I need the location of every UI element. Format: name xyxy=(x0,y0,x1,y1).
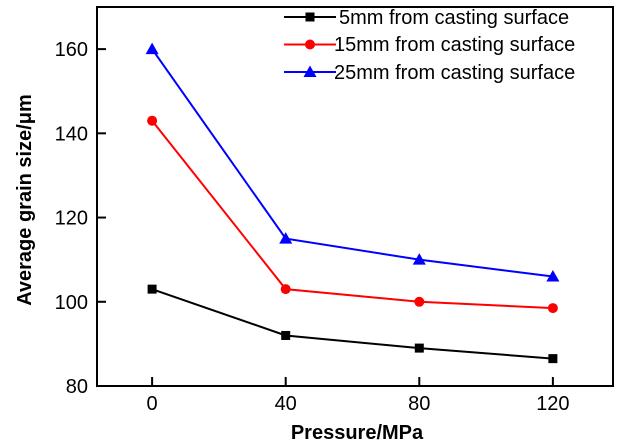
y-tick-label: 140 xyxy=(55,123,88,145)
legend-0-square-marker xyxy=(305,12,315,22)
y-tick-label: 120 xyxy=(55,208,88,230)
legend-label-15mm: 15mm from casting surface xyxy=(334,34,575,56)
y-tick-label: 100 xyxy=(55,292,88,314)
y-axis-title: Average grain size/μm xyxy=(14,94,36,306)
legend-label-5mm: 5mm from casting surface xyxy=(339,7,569,29)
series-2-triangle-marker xyxy=(546,270,560,282)
series-0-square-marker xyxy=(414,343,424,353)
x-tick-label: 40 xyxy=(275,393,297,415)
x-axis-title: Pressure/MPa xyxy=(291,422,424,444)
series-0-square-marker xyxy=(548,354,558,364)
series-2-triangle-marker xyxy=(412,253,426,265)
series-line-1 xyxy=(151,120,553,310)
series-1-circle-marker xyxy=(147,115,158,126)
x-tick-label: 120 xyxy=(536,393,569,415)
series-0-square-marker xyxy=(281,330,291,340)
series-0-square-marker xyxy=(147,284,157,294)
plot-area: 80 100 120 140 160 0 40 80 120 xyxy=(55,6,614,415)
y-tick-label: 80 xyxy=(66,376,88,398)
legend-1-circle-marker xyxy=(305,39,315,50)
series-line-0 xyxy=(151,288,553,360)
legend-label-25mm: 25mm from casting surface xyxy=(334,62,575,84)
series-2-triangle-marker xyxy=(145,42,159,55)
x-tick-label: 0 xyxy=(147,393,158,415)
series-line-2 xyxy=(151,48,554,278)
series-2-triangle-marker xyxy=(279,232,293,244)
series-1-circle-marker xyxy=(414,296,425,307)
series-1-circle-marker xyxy=(280,284,291,295)
y-tick-label: 160 xyxy=(55,39,88,61)
x-tick-label: 80 xyxy=(408,393,430,415)
legend: 5mm from casting surface 15mm from casti… xyxy=(334,7,575,84)
axis-frame xyxy=(96,6,614,387)
series-1-circle-marker xyxy=(547,303,558,314)
legend-2-triangle-marker xyxy=(303,65,317,77)
